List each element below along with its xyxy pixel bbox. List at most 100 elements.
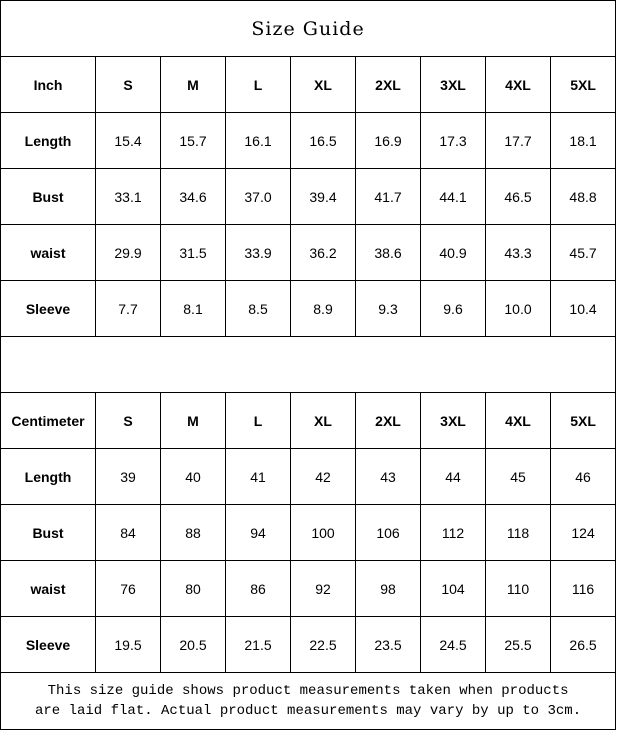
- spacer-cell: [0, 336, 617, 393]
- measurement-value: 112: [420, 504, 486, 561]
- measurement-value: 18.1: [549, 112, 617, 169]
- measurement-value: 46: [549, 448, 617, 505]
- measurement-value: 118: [485, 504, 551, 561]
- measurement-value: 10.4: [549, 280, 617, 337]
- centimeter-row-sleeve: Sleeve 19.5 20.5 21.5 22.5 23.5 24.5 25.5 26.5: [0, 616, 617, 673]
- measurement-label: Sleeve: [0, 616, 96, 673]
- measurement-value: 15.7: [160, 112, 226, 169]
- measurement-value: 29.9: [95, 224, 161, 281]
- size-header: 5XL: [549, 56, 617, 113]
- inch-row-sleeve: Sleeve 7.7 8.1 8.5 8.9 9.3 9.6 10.0 10.4: [0, 280, 617, 337]
- size-header: M: [160, 392, 226, 449]
- measurement-value: 31.5: [160, 224, 226, 281]
- measurement-value: 38.6: [355, 224, 421, 281]
- size-header: 5XL: [549, 392, 617, 449]
- measurement-value: 110: [485, 560, 551, 617]
- measurement-value: 21.5: [225, 616, 291, 673]
- spacer-row: [0, 336, 617, 393]
- note-row: This size guide shows product measuremen…: [0, 672, 617, 730]
- measurement-value: 7.7: [95, 280, 161, 337]
- size-guide-title: Size Guide: [0, 0, 617, 57]
- measurement-value: 33.1: [95, 168, 161, 225]
- measurement-value: 8.9: [290, 280, 356, 337]
- measurement-value: 19.5: [95, 616, 161, 673]
- inch-unit-label: Inch: [0, 56, 96, 113]
- measurement-value: 15.4: [95, 112, 161, 169]
- measurement-value: 40.9: [420, 224, 486, 281]
- measurement-value: 124: [549, 504, 617, 561]
- measurement-value: 80: [160, 560, 226, 617]
- measurement-value: 17.3: [420, 112, 486, 169]
- measurement-value: 9.6: [420, 280, 486, 337]
- size-header: S: [95, 56, 161, 113]
- measurement-label: Length: [0, 448, 96, 505]
- measurement-value: 94: [225, 504, 291, 561]
- measurement-value: 98: [355, 560, 421, 617]
- measurement-label: waist: [0, 560, 96, 617]
- measurement-value: 16.5: [290, 112, 356, 169]
- measurement-value: 104: [420, 560, 486, 617]
- measurement-value: 116: [549, 560, 617, 617]
- measurement-note: This size guide shows product measuremen…: [0, 672, 617, 730]
- measurement-label: Bust: [0, 504, 96, 561]
- size-header: 4XL: [485, 392, 551, 449]
- measurement-value: 8.1: [160, 280, 226, 337]
- measurement-value: 41.7: [355, 168, 421, 225]
- measurement-value: 41: [225, 448, 291, 505]
- measurement-value: 16.9: [355, 112, 421, 169]
- inch-row-length: Length 15.4 15.7 16.1 16.5 16.9 17.3 17.7 18.1: [0, 112, 617, 169]
- measurement-value: 37.0: [225, 168, 291, 225]
- measurement-label: Length: [0, 112, 96, 169]
- measurement-label: Sleeve: [0, 280, 96, 337]
- measurement-value: 43.3: [485, 224, 551, 281]
- measurement-value: 34.6: [160, 168, 226, 225]
- size-header: 3XL: [420, 56, 486, 113]
- centimeter-unit-label: Centimeter: [0, 392, 96, 449]
- measurement-value: 17.7: [485, 112, 551, 169]
- size-header: 2XL: [355, 392, 421, 449]
- measurement-value: 23.5: [355, 616, 421, 673]
- size-header: 4XL: [485, 56, 551, 113]
- measurement-label: waist: [0, 224, 96, 281]
- size-header: 3XL: [420, 392, 486, 449]
- measurement-value: 44.1: [420, 168, 486, 225]
- measurement-value: 43: [355, 448, 421, 505]
- centimeter-row-bust: Bust 84 88 94 100 106 112 118 124: [0, 504, 617, 561]
- measurement-value: 22.5: [290, 616, 356, 673]
- measurement-value: 46.5: [485, 168, 551, 225]
- measurement-value: 39.4: [290, 168, 356, 225]
- measurement-value: 92: [290, 560, 356, 617]
- inch-row-bust: Bust 33.1 34.6 37.0 39.4 41.7 44.1 46.5 48.8: [0, 168, 617, 225]
- note-line-2: are laid flat. Actual product measuremen…: [35, 703, 582, 719]
- inch-row-waist: waist 29.9 31.5 33.9 36.2 38.6 40.9 43.3 45.7: [0, 224, 617, 281]
- size-header: S: [95, 392, 161, 449]
- measurement-value: 39: [95, 448, 161, 505]
- measurement-value: 8.5: [225, 280, 291, 337]
- inch-header-row: Inch S M L XL 2XL 3XL 4XL 5XL: [0, 56, 617, 113]
- size-header: L: [225, 392, 291, 449]
- measurement-value: 42: [290, 448, 356, 505]
- measurement-value: 20.5: [160, 616, 226, 673]
- size-header: M: [160, 56, 226, 113]
- centimeter-header-row: Centimeter S M L XL 2XL 3XL 4XL 5XL: [0, 392, 617, 449]
- measurement-value: 48.8: [549, 168, 617, 225]
- size-header: L: [225, 56, 291, 113]
- measurement-value: 88: [160, 504, 226, 561]
- measurement-value: 45.7: [549, 224, 617, 281]
- measurement-value: 106: [355, 504, 421, 561]
- measurement-value: 36.2: [290, 224, 356, 281]
- centimeter-row-length: Length 39 40 41 42 43 44 45 46: [0, 448, 617, 505]
- size-header: 2XL: [355, 56, 421, 113]
- measurement-value: 45: [485, 448, 551, 505]
- measurement-value: 26.5: [549, 616, 617, 673]
- measurement-value: 16.1: [225, 112, 291, 169]
- measurement-value: 9.3: [355, 280, 421, 337]
- measurement-value: 33.9: [225, 224, 291, 281]
- title-row: Size Guide: [0, 0, 617, 57]
- measurement-label: Bust: [0, 168, 96, 225]
- measurement-value: 100: [290, 504, 356, 561]
- measurement-value: 76: [95, 560, 161, 617]
- note-line-1: This size guide shows product measuremen…: [47, 683, 569, 699]
- measurement-value: 24.5: [420, 616, 486, 673]
